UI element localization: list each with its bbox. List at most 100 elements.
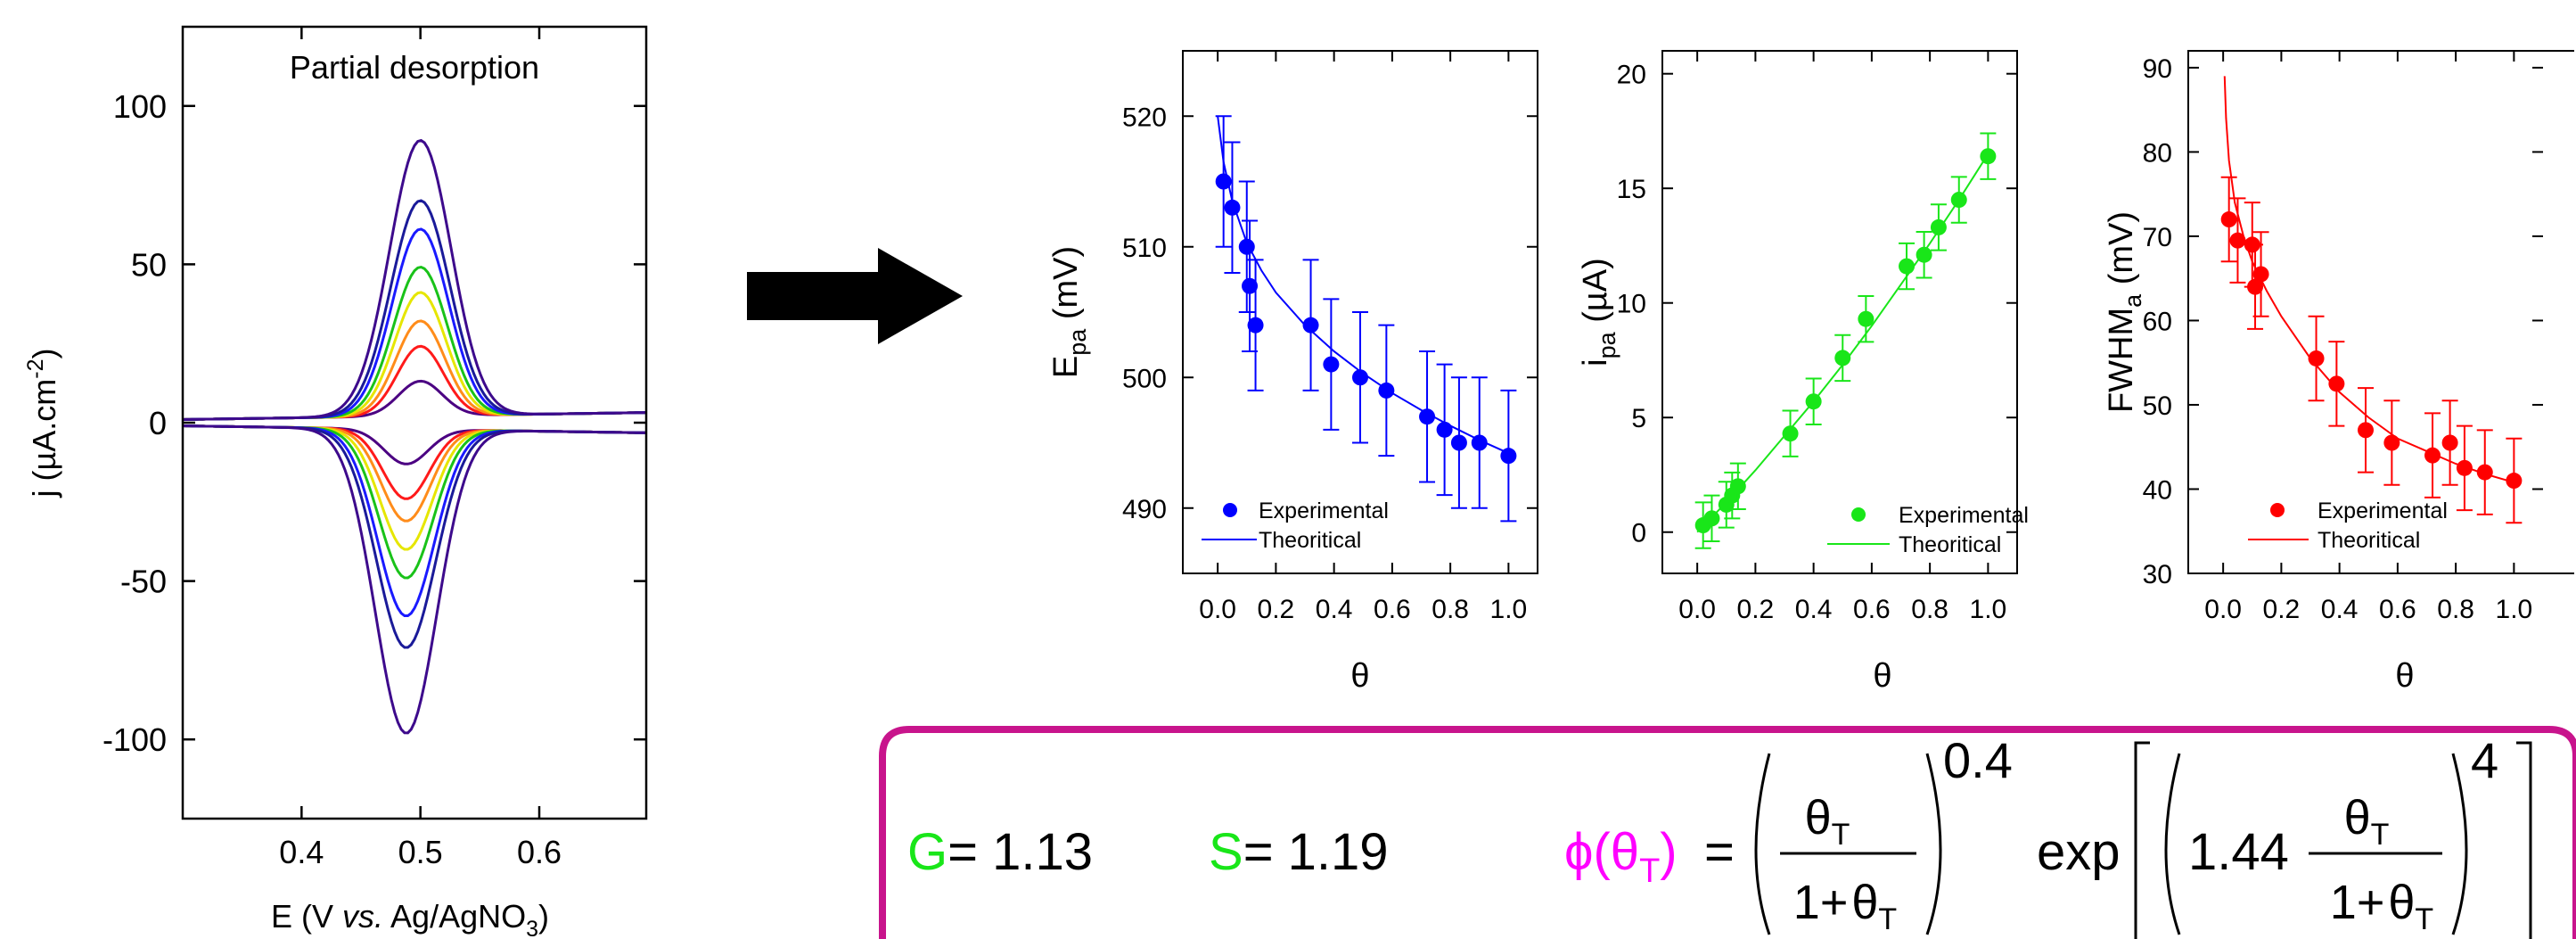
cv-y-axis-label: j (µA.cm-2) xyxy=(23,349,62,498)
exp-label: exp xyxy=(2037,823,2121,881)
s-value: = 1.19 xyxy=(1243,823,1389,881)
ipa-x-tick-label: 0.4 xyxy=(1795,595,1833,624)
cv-chart-title: Partial desorption xyxy=(290,49,539,86)
epa-data-point xyxy=(1224,199,1241,216)
cv-y-tick-label: -100 xyxy=(103,721,167,758)
fwhm-x-ticks: 0.0 0.2 0.4 0.6 0.8 1.0 xyxy=(2204,51,2532,624)
fwhm-data-point xyxy=(2247,278,2264,295)
ipa-y-tick-label: 5 xyxy=(1631,404,1646,433)
right-bracket xyxy=(2516,741,2532,939)
fwhm-y-tick-label: 60 xyxy=(2143,307,2172,336)
ipa-data-point xyxy=(1980,148,1997,165)
cv-curve xyxy=(182,265,647,580)
left-bracket xyxy=(2134,741,2150,939)
s-equation: S= 1.19 xyxy=(1209,823,1389,881)
right-paren-2 xyxy=(2451,753,2468,935)
fwhm-y-tick-label: 90 xyxy=(2143,54,2172,84)
epa-legend-experimental: Experimental xyxy=(1259,498,1389,523)
epa-data-point xyxy=(1215,173,1232,190)
power-2: 4 xyxy=(2471,732,2498,788)
cv-y-tick-label: 50 xyxy=(131,246,167,283)
fwhm-legend: Experimental Theoritical xyxy=(2248,498,2448,553)
epa-x-axis-label: θ xyxy=(1350,657,1369,695)
fraction-2-denominator: 1+θT xyxy=(2330,876,2433,936)
ipa-y-ticks: 0 5 10 15 20 xyxy=(1617,61,2017,548)
fwhm-legend-theoretical: Theoritical xyxy=(2318,528,2420,553)
cv-y-tick-label: 100 xyxy=(113,88,167,125)
ipa-y-tick-label: 15 xyxy=(1617,175,1646,204)
fwhm-data-point xyxy=(2506,473,2523,490)
g-value: = 1.13 xyxy=(948,823,1093,881)
fwhm-y-tick-label: 70 xyxy=(2143,223,2172,252)
ipa-y-tick-label: 20 xyxy=(1617,61,1646,90)
ipa-y-tick-label: 0 xyxy=(1631,519,1646,548)
epa-legend-theoretical: Theoritical xyxy=(1259,528,1361,553)
cv-curve xyxy=(182,227,647,618)
cv-curve xyxy=(182,379,647,465)
ipa-data-point xyxy=(1899,258,1916,275)
ipa-data-point xyxy=(1916,246,1932,263)
ipa-y-axis-label: ipa (µA) xyxy=(1577,258,1620,367)
epa-data-point xyxy=(1471,434,1488,451)
ipa-data-point xyxy=(1858,310,1875,327)
fwhm-data-point xyxy=(2358,422,2374,439)
cv-x-ticks: 0.4 0.5 0.6 xyxy=(279,27,562,870)
epa-x-tick-label: 0.2 xyxy=(1258,595,1295,624)
epa-theoretical-curve xyxy=(1217,116,1509,455)
ipa-legend: Experimental Theoritical xyxy=(1827,503,2029,557)
ipa-x-tick-label: 0.0 xyxy=(1678,595,1716,624)
epa-plot-frame xyxy=(1182,50,1538,574)
ipa-chart: 0 5 10 15 20 0.0 0.2 0.4 0.6 0.8 1.0 θ ipa (µA) E… xyxy=(1577,50,2029,695)
fwhm-y-ticks: 30 40 50 60 70 80 90 xyxy=(2143,54,2543,589)
cv-y-tick-label: 0 xyxy=(149,405,167,441)
epa-data-point xyxy=(1450,434,1467,451)
epa-data-point xyxy=(1352,369,1368,386)
fwhm-y-tick-label: 80 xyxy=(2143,138,2172,168)
fraction-1-numerator: θT xyxy=(1805,791,1850,852)
ipa-legend-theoretical: Theoritical xyxy=(1899,532,2001,557)
cv-x-axis-label: E (V vs. Ag/AgNO3) xyxy=(271,898,549,939)
fwhm-data-point xyxy=(2308,350,2325,367)
ipa-experimental-points xyxy=(1694,132,1997,549)
ipa-data-point xyxy=(1729,478,1746,495)
equation-box: G= 1.13 S= 1.19 ϕ(θT) = θT 1+θT 0.4 exp … xyxy=(879,726,2576,939)
cv-curve xyxy=(182,291,647,551)
fwhm-data-point xyxy=(2476,464,2493,481)
ipa-x-ticks: 0.0 0.2 0.4 0.6 0.8 1.0 xyxy=(1678,51,2006,624)
epa-experimental-points xyxy=(1215,115,1517,523)
equation-box-border xyxy=(879,726,2576,939)
epa-data-point xyxy=(1323,356,1340,373)
ipa-x-tick-label: 0.2 xyxy=(1737,595,1775,624)
epa-data-point xyxy=(1302,317,1319,334)
epa-data-point xyxy=(1436,421,1453,438)
cv-x-tick-label: 0.5 xyxy=(398,834,443,870)
epa-y-tick-label: 510 xyxy=(1122,234,1167,263)
epa-x-tick-label: 0.0 xyxy=(1199,595,1236,624)
ipa-plot-frame xyxy=(1661,50,2018,574)
fwhm-data-point xyxy=(2424,447,2441,464)
fwhm-theoretical-line xyxy=(2223,76,2514,483)
epa-legend-marker xyxy=(1223,503,1237,517)
left-paren-2 xyxy=(2164,753,2181,935)
ipa-data-point xyxy=(1703,510,1720,527)
ipa-x-tick-label: 1.0 xyxy=(1970,595,2007,624)
coefficient: 1.44 xyxy=(2188,823,2289,881)
cv-curve xyxy=(182,344,647,500)
fwhm-plot-frame xyxy=(2187,50,2574,574)
epa-y-tick-label: 490 xyxy=(1122,495,1167,524)
fwhm-data-point xyxy=(2229,232,2246,249)
equals-sign: = xyxy=(1704,823,1735,881)
s-symbol: S xyxy=(1209,823,1243,881)
right-paren-1 xyxy=(1925,753,1942,935)
ipa-data-point xyxy=(1950,192,1967,209)
fwhm-data-point xyxy=(2456,459,2473,476)
phi-function: ϕ(θT) xyxy=(1564,823,1678,890)
epa-x-tick-label: 0.4 xyxy=(1316,595,1353,624)
cv-x-tick-label: 0.6 xyxy=(517,834,562,870)
fwhm-data-point xyxy=(2328,375,2345,392)
fraction-1-denominator: 1+θT xyxy=(1793,876,1897,936)
cv-curve xyxy=(182,199,647,649)
fwhm-y-tick-label: 50 xyxy=(2143,391,2172,421)
epa-y-tick-label: 520 xyxy=(1122,103,1167,132)
ipa-y-tick-label: 10 xyxy=(1617,290,1646,319)
